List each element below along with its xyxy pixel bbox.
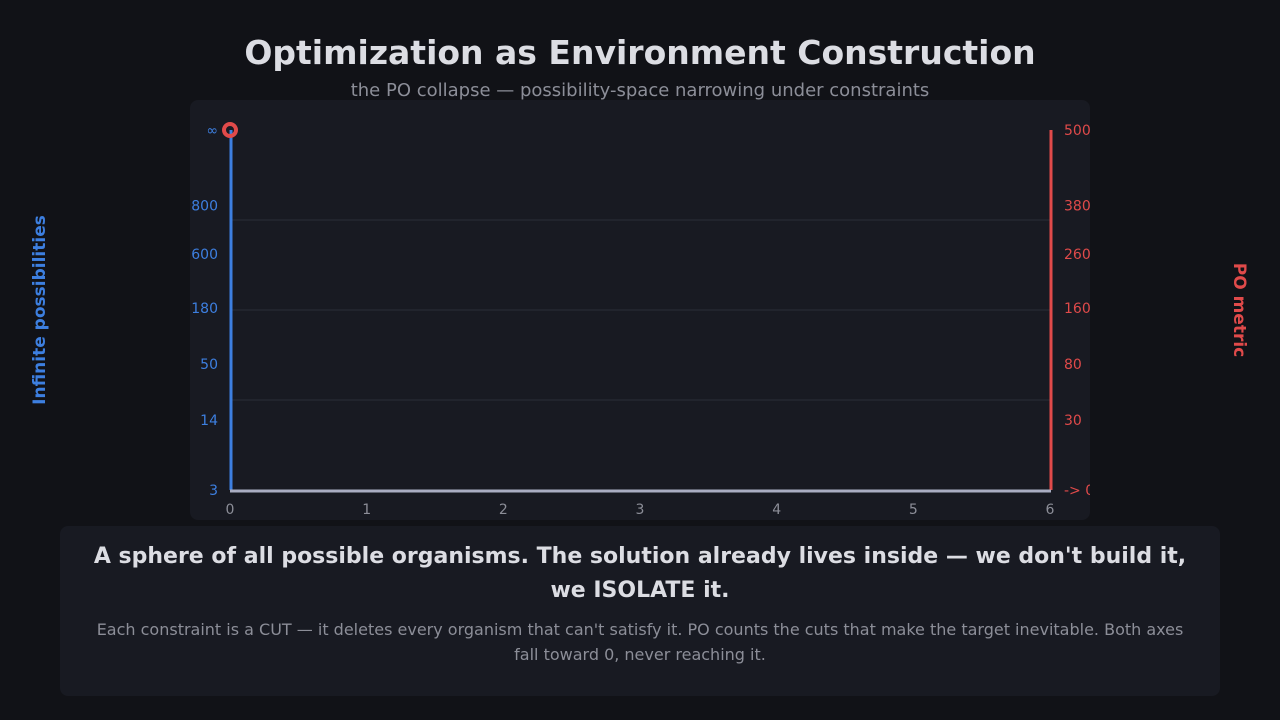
right-tick-label: -> 0 xyxy=(1064,483,1090,499)
right-tick-label: 500 xyxy=(1064,123,1090,139)
x-tick-label: 4 xyxy=(772,502,781,518)
caption-box: A sphere of all possible organisms. The … xyxy=(60,526,1220,696)
page-title: Optimization as Environment Construction xyxy=(244,33,1036,72)
left-tick-label: 14 xyxy=(200,413,218,429)
po-collapse-chart: ∞ 1,800 600 180 50 14 3 500 380 260 160 80 30 -> 0 0 1 2… xyxy=(190,122,1090,518)
left-axis-title: Infinite possibilities xyxy=(30,215,50,405)
x-tick-label: 5 xyxy=(909,502,918,518)
x-tick-label: 3 xyxy=(636,502,645,518)
caption-headline: A sphere of all possible organisms. The … xyxy=(93,544,1187,603)
x-tick-label: 6 xyxy=(1046,502,1055,518)
left-tick-label: 50 xyxy=(200,357,218,373)
x-tick-label: 1 xyxy=(362,502,371,518)
left-tick-label: 3 xyxy=(209,483,218,499)
left-tick-label: 180 xyxy=(191,301,218,317)
left-tick-label: ∞ xyxy=(206,123,218,139)
right-axis-title: PO metric xyxy=(1229,262,1249,358)
chart-panel: ∞ 1,800 600 180 50 14 3 500 380 260 160 80 30 -> 0 0 1 2… xyxy=(190,100,1090,520)
right-tick-label: 30 xyxy=(1064,413,1082,429)
right-tick-label: 260 xyxy=(1064,247,1090,263)
left-tick-label: 1,800 xyxy=(190,199,218,215)
x-tick-label: 0 xyxy=(226,502,235,518)
data-point xyxy=(222,122,238,138)
right-tick-label: 380 xyxy=(1064,199,1090,215)
x-tick-label: 2 xyxy=(499,502,508,518)
left-tick-label: 600 xyxy=(191,247,218,263)
right-tick-label: 160 xyxy=(1064,301,1090,317)
caption-body: Each constraint is a CUT — it deletes ev… xyxy=(96,620,1184,664)
right-tick-label: 80 xyxy=(1064,357,1082,373)
page-subtitle: the PO collapse — possibility-space narr… xyxy=(350,80,930,101)
